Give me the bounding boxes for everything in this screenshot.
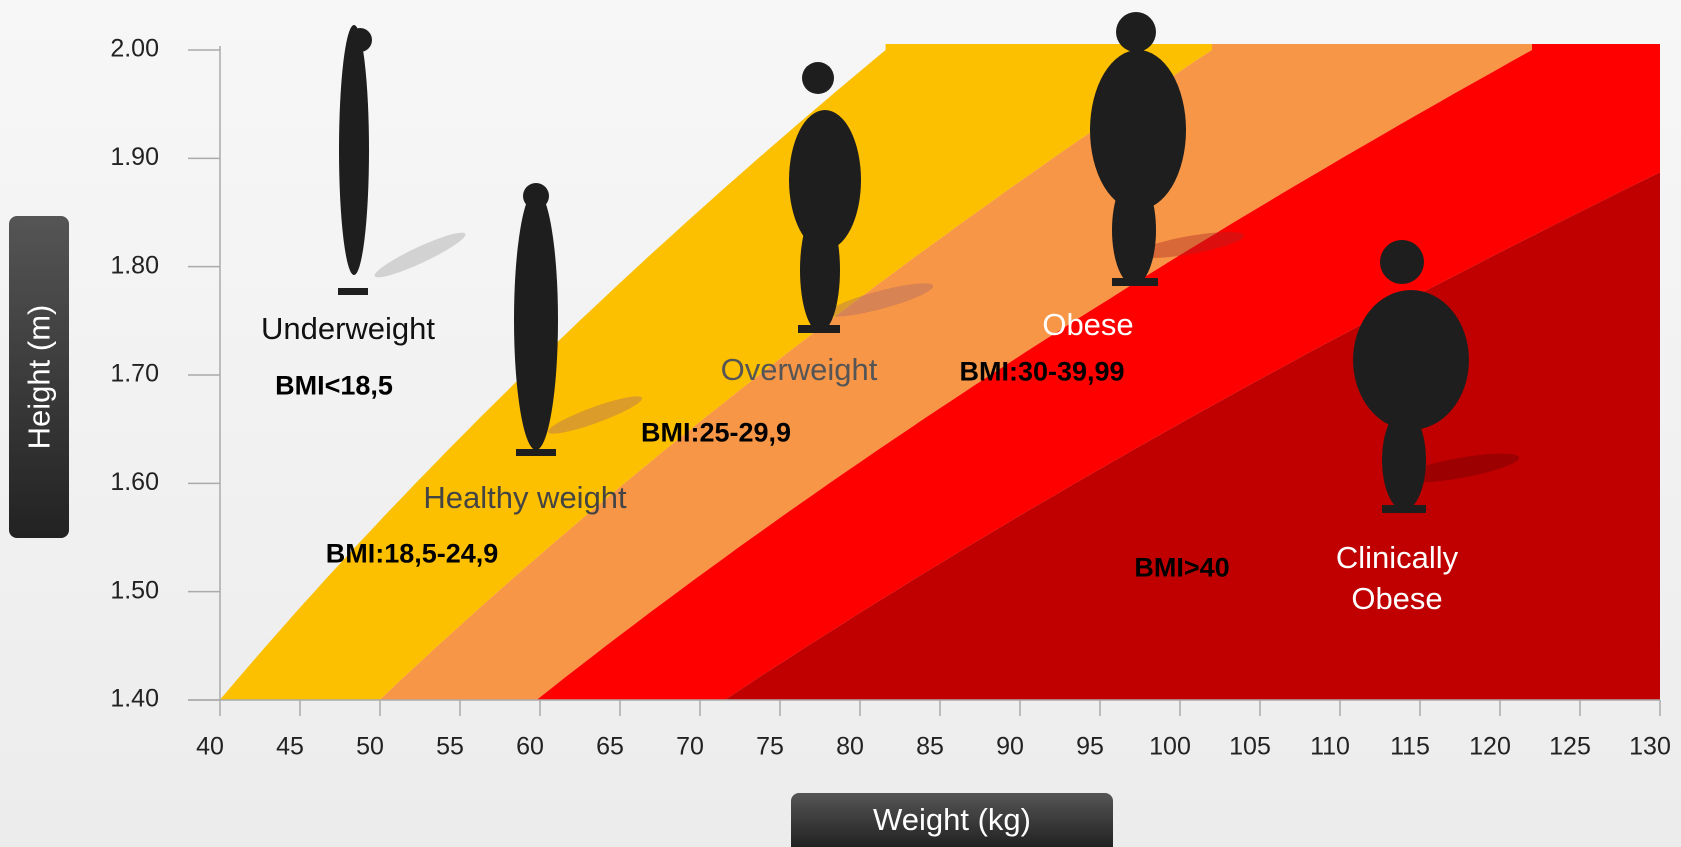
x-tick-label: 130 [1629, 733, 1671, 761]
y-tick-label: 1.60 [110, 468, 159, 496]
zone-label: Healthy weight [423, 480, 627, 515]
y-axis-label: Height (m) [21, 304, 57, 450]
bmi-label: BMI>40 [1134, 552, 1230, 583]
x-tick-label: 45 [276, 733, 304, 761]
zone-label: Clinically Obese [1335, 540, 1459, 616]
x-tick-label: 100 [1149, 733, 1191, 761]
y-tick-label: 1.70 [110, 360, 159, 388]
y-tick-label: 1.40 [110, 685, 159, 713]
bmi-label: BMI:25-29,9 [640, 417, 792, 448]
x-tick-label: 105 [1229, 733, 1271, 761]
x-tick-label: 65 [596, 733, 624, 761]
x-tick-label: 60 [516, 733, 544, 761]
bmi-label: BMI:30-39,99 [959, 356, 1125, 387]
x-tick-label: 95 [1076, 733, 1104, 761]
y-axis-label-box: Height (m) [9, 216, 69, 538]
y-tick-label: 1.80 [110, 251, 159, 279]
zone-label: Underweight [260, 311, 436, 346]
silhouettes [338, 12, 1520, 513]
x-tick-label: 90 [996, 733, 1024, 761]
bmi-label: BMI<18,5 [275, 370, 393, 401]
zone-label: Obese [1042, 307, 1134, 342]
zone-band [220, 44, 1212, 700]
x-tick-label: 125 [1549, 733, 1591, 761]
y-tick-label: 2.00 [110, 35, 159, 63]
x-tick-label: 120 [1469, 733, 1511, 761]
x-tick-label: 50 [356, 733, 384, 761]
x-axis-label: Weight (kg) [791, 793, 1113, 847]
zone-label: Overweight [720, 352, 878, 387]
bmi-label: BMI:18,5-24,9 [325, 538, 499, 569]
y-tick-label: 1.90 [110, 143, 159, 171]
x-tick-label: 80 [836, 733, 864, 761]
x-tick-label: 55 [436, 733, 464, 761]
x-tick-label: 115 [1390, 733, 1430, 761]
x-tick-label: 110 [1310, 733, 1350, 761]
x-tick-label: 70 [676, 733, 704, 761]
x-tick-label: 85 [916, 733, 944, 761]
zone-band [379, 44, 1533, 700]
x-tick-label: 40 [196, 733, 224, 761]
y-tick-label: 1.50 [110, 576, 159, 604]
zone-band [536, 44, 1660, 700]
x-tick-label: 75 [756, 733, 784, 761]
